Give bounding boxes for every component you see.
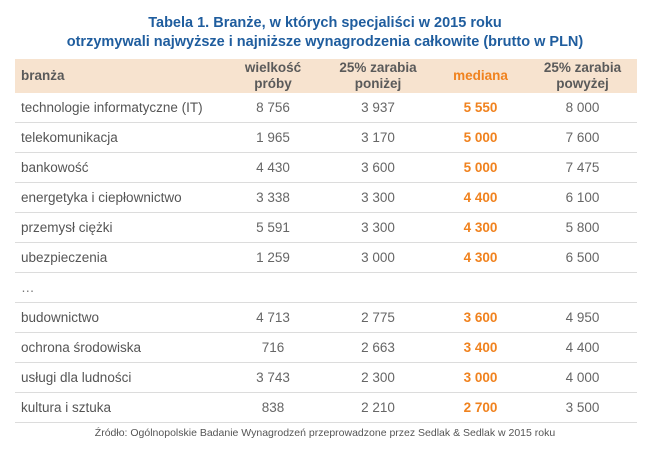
lower-quartile-cell: 2 663 bbox=[323, 332, 433, 363]
median-cell: 2 700 bbox=[433, 392, 528, 423]
source-note: Źródło: Ogólnopolskie Badanie Wynagrodze… bbox=[94, 427, 556, 439]
median-cell: 5 000 bbox=[433, 152, 528, 183]
median-cell: 4 400 bbox=[433, 182, 528, 213]
upper-quartile-cell: 3 500 bbox=[528, 392, 637, 423]
lower-quartile-cell: 2 775 bbox=[323, 302, 433, 333]
empty-cell bbox=[528, 272, 637, 303]
industry-cell: budownictwo bbox=[15, 302, 223, 333]
industry-cell: telekomunikacja bbox=[15, 122, 223, 153]
header-lower-quartile: 25% zarabia poniżej bbox=[323, 59, 433, 93]
table-row: ochrona środowiska 716 2 663 3 400 4 400 bbox=[15, 332, 637, 363]
lower-quartile-cell: 3 300 bbox=[323, 182, 433, 213]
header-industry: branża bbox=[15, 59, 223, 93]
median-cell: 3 400 bbox=[433, 332, 528, 363]
median-cell: 4 300 bbox=[433, 212, 528, 243]
sample-size-cell: 8 756 bbox=[223, 93, 323, 123]
upper-quartile-cell: 7 475 bbox=[528, 152, 637, 183]
empty-cell bbox=[323, 272, 433, 303]
sample-size-cell: 3 338 bbox=[223, 182, 323, 213]
median-cell: 3 000 bbox=[433, 362, 528, 393]
table-header-row: branża wielkość próby 25% zarabia poniżej … bbox=[15, 59, 637, 93]
lower-quartile-cell: 3 300 bbox=[323, 212, 433, 243]
sample-size-cell: 1 965 bbox=[223, 122, 323, 153]
table-row: telekomunikacja 1 965 3 170 5 000 7 600 bbox=[15, 122, 637, 153]
industry-cell: bankowość bbox=[15, 152, 223, 183]
table-title: Tabela 1. Branże, w których specjaliści … bbox=[0, 14, 650, 52]
lower-quartile-cell: 3 000 bbox=[323, 242, 433, 273]
industry-cell: technologie informatyczne (IT) bbox=[15, 93, 223, 123]
ellipsis-cell: … bbox=[15, 272, 223, 303]
upper-quartile-cell: 4 000 bbox=[528, 362, 637, 393]
table-row: budownictwo 4 713 2 775 3 600 4 950 bbox=[15, 302, 637, 333]
header-upper-quartile: 25% zarabia powyżej bbox=[528, 59, 637, 93]
lower-quartile-cell: 3 937 bbox=[323, 93, 433, 123]
table-row: energetyka i ciepłownictwo 3 338 3 300 4… bbox=[15, 182, 637, 213]
sample-size-cell: 5 591 bbox=[223, 212, 323, 243]
upper-quartile-cell: 6 500 bbox=[528, 242, 637, 273]
upper-quartile-cell: 4 400 bbox=[528, 332, 637, 363]
upper-quartile-cell: 8 000 bbox=[528, 93, 637, 123]
median-cell: 5 550 bbox=[433, 93, 528, 123]
table-row: przemysł ciężki 5 591 3 300 4 300 5 800 bbox=[15, 212, 637, 243]
industry-cell: kultura i sztuka bbox=[15, 392, 223, 423]
sample-size-cell: 716 bbox=[223, 332, 323, 363]
median-cell: 4 300 bbox=[433, 242, 528, 273]
median-cell: 5 000 bbox=[433, 122, 528, 153]
sample-size-cell: 3 743 bbox=[223, 362, 323, 393]
table-row: usługi dla ludności 3 743 2 300 3 000 4 … bbox=[15, 362, 637, 393]
sample-size-cell: 4 713 bbox=[223, 302, 323, 333]
header-sample-size: wielkość próby bbox=[223, 59, 323, 93]
table-row: technologie informatyczne (IT) 8 756 3 9… bbox=[15, 93, 637, 123]
industry-cell: energetyka i ciepłownictwo bbox=[15, 182, 223, 213]
table-row: ubezpieczenia 1 259 3 000 4 300 6 500 bbox=[15, 242, 637, 273]
upper-quartile-cell: 5 800 bbox=[528, 212, 637, 243]
ellipsis-row: … bbox=[15, 272, 637, 303]
upper-quartile-cell: 4 950 bbox=[528, 302, 637, 333]
header-median: mediana bbox=[433, 59, 528, 93]
upper-quartile-cell: 6 100 bbox=[528, 182, 637, 213]
empty-cell bbox=[433, 272, 528, 303]
industry-cell: przemysł ciężki bbox=[15, 212, 223, 243]
sample-size-cell: 838 bbox=[223, 392, 323, 423]
industry-cell: ubezpieczenia bbox=[15, 242, 223, 273]
sample-size-cell: 4 430 bbox=[223, 152, 323, 183]
industry-cell: usługi dla ludności bbox=[15, 362, 223, 393]
table-title-line-1: Tabela 1. Branże, w których specjaliści … bbox=[148, 15, 502, 31]
lower-quartile-cell: 3 170 bbox=[323, 122, 433, 153]
salary-table: branża wielkość próby 25% zarabia poniżej … bbox=[15, 59, 637, 423]
industry-cell: ochrona środowiska bbox=[15, 332, 223, 363]
table-title-line-2: otrzymywali najwyższe i najniższe wynagr… bbox=[66, 34, 584, 50]
lower-quartile-cell: 3 600 bbox=[323, 152, 433, 183]
table-row: bankowość 4 430 3 600 5 000 7 475 bbox=[15, 152, 637, 183]
upper-quartile-cell: 7 600 bbox=[528, 122, 637, 153]
empty-cell bbox=[223, 272, 323, 303]
sample-size-cell: 1 259 bbox=[223, 242, 323, 273]
table-row: kultura i sztuka 838 2 210 2 700 3 500 bbox=[15, 392, 637, 423]
lower-quartile-cell: 2 300 bbox=[323, 362, 433, 393]
lower-quartile-cell: 2 210 bbox=[323, 392, 433, 423]
median-cell: 3 600 bbox=[433, 302, 528, 333]
